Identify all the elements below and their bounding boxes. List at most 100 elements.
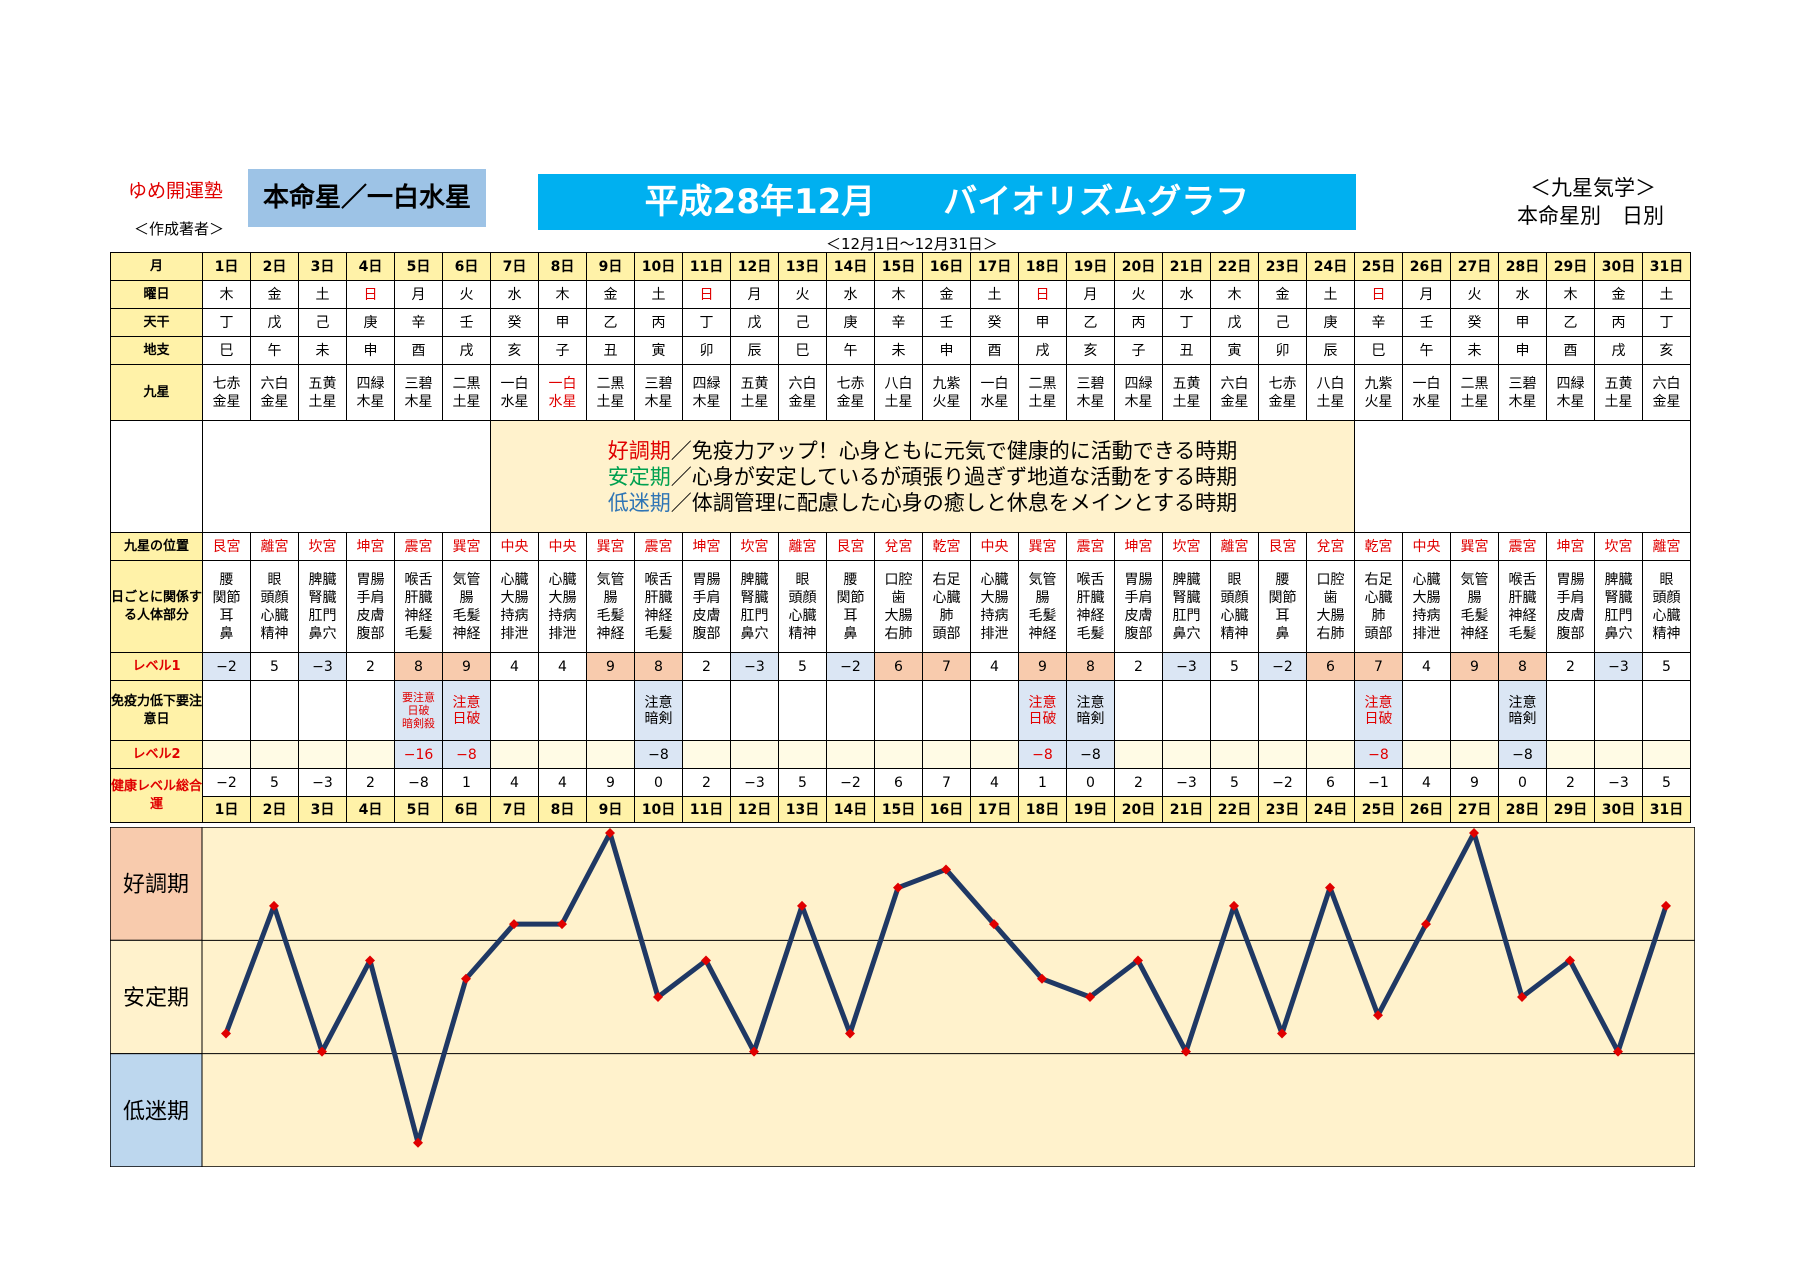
kyusei-cell-line: 七赤 <box>212 375 241 392</box>
kyusei-cell-line: 三碧 <box>644 375 673 392</box>
level1-cell: 6 <box>1306 652 1355 681</box>
data-point <box>317 1046 327 1057</box>
tenkan-cell: 己 <box>778 308 827 337</box>
weekday-cell: 火 <box>1114 280 1163 309</box>
immunity-cell <box>874 680 923 741</box>
row-label-immunity: 免疫力低下要注意日 <box>110 680 203 741</box>
kyusei-cell-line: 三碧 <box>1076 375 1105 392</box>
body-part-cell: 心臓 大腸 持病 排泄 <box>490 560 539 653</box>
body-part-cell-line: 鼻穴 <box>740 625 769 642</box>
body-part-cell-line: 肝臓 <box>1076 589 1105 606</box>
body-part-cell-line: 頭顔 <box>260 589 289 606</box>
day-cell: 19日 <box>1066 252 1115 281</box>
immunity-cell-line: 注意 <box>644 694 673 711</box>
chishi-cell: 戌 <box>1018 336 1067 365</box>
body-part-cell-line: 気管 <box>452 571 481 588</box>
body-part-cell-line: 関節 <box>836 589 865 606</box>
level1-cell: −2 <box>1258 652 1307 681</box>
weekday-cell: 水 <box>490 280 539 309</box>
immunity-cell <box>586 680 635 741</box>
tenkan-cell: 癸 <box>490 308 539 337</box>
band-label-box <box>110 827 203 941</box>
body-part-cell: 腰関節耳鼻 <box>1258 560 1307 653</box>
body-part-cell: 腰関節耳鼻 <box>826 560 875 653</box>
weekday-cell: 水 <box>826 280 875 309</box>
weekday-cell: 火 <box>442 280 491 309</box>
data-point <box>893 882 903 893</box>
health-cell: 2 <box>1546 768 1595 797</box>
immunity-cell <box>250 680 299 741</box>
tenkan-cell: 庚 <box>346 308 395 337</box>
level1-cell: 8 <box>634 652 683 681</box>
body-part-cell-line: 右肺 <box>884 625 913 642</box>
body-part-cell-line: 眼 <box>795 571 810 588</box>
tenkan-cell: 庚 <box>826 308 875 337</box>
chishi-cell: 酉 <box>970 336 1019 365</box>
health-cell: 5 <box>778 768 827 797</box>
weekday-cell: 木 <box>1210 280 1259 309</box>
row-label-body: 日ごとに関係する人体部分 <box>110 560 203 653</box>
body-part-cell-line: 手肩 <box>356 589 385 606</box>
body-part-cell-line: 神経 <box>1508 607 1537 624</box>
body-part-cell-line: 毛髪 <box>1076 625 1105 642</box>
body-part-cell-line: 手肩 <box>692 589 721 606</box>
position-cell: 巽宮 <box>1018 532 1067 561</box>
chishi-cell: 辰 <box>730 336 779 365</box>
body-part-cell-line: 神経 <box>1028 625 1057 642</box>
day-cell: 8日 <box>538 252 587 281</box>
body-part-cell-line: 頭部 <box>932 625 961 642</box>
day-cell: 2日 <box>250 252 299 281</box>
tenkan-cell: 乙 <box>586 308 635 337</box>
chishi-cell: 丑 <box>586 336 635 365</box>
level1-cell: 6 <box>874 652 923 681</box>
immunity-cell <box>1162 680 1211 741</box>
tenkan-cell: 丁 <box>682 308 731 337</box>
body-part-cell-line: 腰 <box>1275 571 1290 588</box>
position-cell: 巽宮 <box>1450 532 1499 561</box>
kyusei-cell: 三碧 木星 <box>634 364 683 421</box>
health-cell: −1 <box>1354 768 1403 797</box>
day-cell: 22日 <box>1210 796 1259 823</box>
kyusei-cell-line: 土星 <box>308 393 337 410</box>
kyusei-cell-line: 水星 <box>1412 393 1441 410</box>
weekday-cell: 日 <box>346 280 395 309</box>
weekday-cell: 日 <box>1354 280 1403 309</box>
date-range: ＜12月1日～12月31日＞ <box>826 235 998 253</box>
immunity-cell <box>1210 680 1259 741</box>
body-part-cell: 右足 心臓肺頭部 <box>922 560 971 653</box>
body-part-cell-line: 肺 <box>939 607 954 624</box>
body-part-cell: 心臓 大腸 持病 排泄 <box>970 560 1019 653</box>
chishi-cell: 卯 <box>1258 336 1307 365</box>
body-part-cell-line: 腸 <box>1035 589 1050 606</box>
kyusei-cell: 二黒 土星 <box>1018 364 1067 421</box>
immunity-cell <box>1546 680 1595 741</box>
position-cell: 巽宮 <box>586 532 635 561</box>
body-part-cell-line: 頭部 <box>1364 625 1393 642</box>
legend-good-term: 好調期 <box>607 438 671 463</box>
body-part-cell-line: 気管 <box>596 571 625 588</box>
body-part-cell-line: 関節 <box>1268 589 1297 606</box>
page-title: 平成28年12月 バイオリズムグラフ <box>538 174 1356 230</box>
body-part-cell-line: 大腸 <box>884 607 913 624</box>
body-part-cell: 眼頭顔 心臓 精神 <box>1642 560 1691 653</box>
kyusei-cell: 六白 金星 <box>1210 364 1259 421</box>
day-cell: 13日 <box>778 796 827 823</box>
day-cell: 31日 <box>1642 796 1691 823</box>
body-part-cell-line: 心臓 <box>260 607 289 624</box>
kyusei-cell-line: 九紫 <box>1364 375 1393 392</box>
body-part-cell-line: 持病 <box>980 607 1009 624</box>
body-part-cell-line: 精神 <box>260 625 289 642</box>
row-label-level1: レベル1 <box>110 652 203 681</box>
body-part-cell-line: 腰 <box>219 571 234 588</box>
body-part-cell-line: 右足 <box>932 571 961 588</box>
level1-cell: 9 <box>586 652 635 681</box>
immunity-cell: 注意 暗剣 <box>634 680 683 741</box>
body-part-cell-line: 腎臓 <box>1172 589 1201 606</box>
data-point <box>653 992 663 1002</box>
position-cell: 離宮 <box>1210 532 1259 561</box>
body-part-cell-line: 右足 <box>1364 571 1393 588</box>
body-part-cell-line: 鼻 <box>219 625 234 642</box>
immunity-cell: 注意 暗剣 <box>1498 680 1547 741</box>
immunity-cell-line: 暗剣 <box>1076 710 1105 727</box>
position-cell: 坎宮 <box>1594 532 1643 561</box>
